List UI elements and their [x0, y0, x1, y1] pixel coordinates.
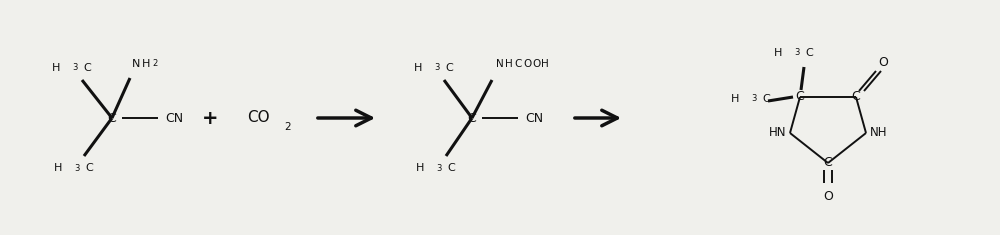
Text: 3: 3 — [434, 63, 439, 72]
Text: H: H — [774, 48, 782, 58]
Text: C: C — [805, 48, 813, 58]
Text: 2: 2 — [284, 122, 291, 132]
Text: H: H — [505, 59, 513, 69]
Text: CN: CN — [525, 111, 543, 125]
Text: H: H — [416, 163, 424, 173]
Text: NH: NH — [870, 126, 888, 140]
Text: H: H — [142, 59, 150, 69]
Text: C: C — [796, 90, 804, 103]
Text: HN: HN — [768, 126, 786, 140]
Text: N: N — [132, 59, 140, 69]
Text: C: C — [83, 63, 91, 73]
Text: O: O — [878, 55, 888, 68]
Text: H: H — [54, 163, 62, 173]
Text: H: H — [52, 63, 60, 73]
Text: C: C — [108, 111, 116, 125]
Text: 3: 3 — [72, 63, 77, 72]
Text: C: C — [447, 163, 455, 173]
Text: C: C — [85, 163, 93, 173]
Text: N: N — [496, 59, 504, 69]
Text: 3: 3 — [74, 164, 79, 173]
Text: CO: CO — [247, 110, 269, 125]
Text: H: H — [414, 63, 422, 73]
Text: C: C — [445, 63, 453, 73]
Text: O: O — [523, 59, 531, 69]
Text: C: C — [824, 157, 832, 169]
Text: 3: 3 — [436, 164, 441, 173]
Text: 3: 3 — [794, 48, 799, 57]
Text: 3: 3 — [751, 94, 756, 103]
Text: O: O — [823, 191, 833, 204]
Text: CN: CN — [165, 111, 183, 125]
Text: C: C — [762, 94, 770, 104]
Text: H: H — [541, 59, 549, 69]
Text: C: C — [852, 90, 860, 103]
Text: C: C — [468, 111, 476, 125]
Text: 2: 2 — [152, 59, 157, 68]
Text: +: + — [202, 109, 218, 128]
Text: H: H — [731, 94, 739, 104]
Text: C: C — [514, 59, 521, 69]
Text: O: O — [532, 59, 540, 69]
